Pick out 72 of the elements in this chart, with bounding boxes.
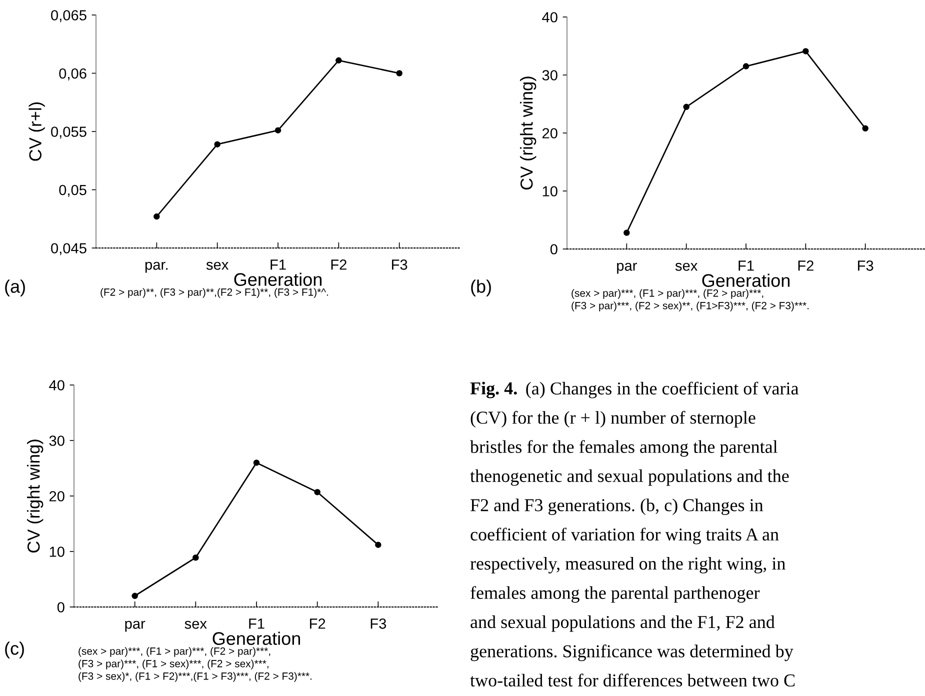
x-tick-label: F3: [858, 260, 874, 271]
text: generations. Significance was determined by: [470, 644, 794, 662]
text: (b): [471, 280, 491, 296]
point: [375, 542, 382, 548]
point: [336, 57, 342, 64]
y-tick-label: 20: [49, 491, 64, 502]
point: [624, 230, 630, 236]
point: [253, 460, 260, 466]
point: [802, 48, 809, 54]
text: two-tailed test for differences between two C: [470, 674, 795, 687]
text: females among the parental parthenoger: [470, 586, 760, 603]
text: (a) Changes in the coefficient of varia: [526, 382, 799, 398]
x-tick-label: F2: [798, 260, 814, 271]
point: [274, 127, 282, 134]
y-tick-label: 30: [542, 70, 558, 80]
x-tick-label: F1: [738, 260, 754, 271]
x-axis-title: Generation: [212, 632, 300, 645]
y-tick-label: 0,065: [51, 10, 86, 22]
text: thenogenetic and sexual populations and the: [470, 469, 789, 486]
text: (sex > par)***, (F1 > par)***, (F2 > par)***,: [572, 289, 764, 299]
text: (F3 > par)***, (F1 > sex)***, (F2 > sex)***,: [78, 660, 268, 670]
y-tick-label: 10: [50, 546, 64, 557]
y-tick-label: 0: [550, 244, 558, 254]
x-axis-title: Generation: [702, 274, 790, 287]
x-tick-label: F3: [370, 618, 386, 629]
y-tick-label: 30: [49, 436, 64, 446]
point: [214, 141, 220, 148]
x-tick-label: par: [617, 262, 637, 274]
y-tick-label: 40: [49, 380, 64, 390]
x-tick-label: F2: [331, 259, 346, 270]
y-tick-label: 0,06: [59, 68, 86, 80]
x-tick-label: sex: [206, 262, 229, 270]
y-axis-title: CV (right wing): [520, 76, 536, 190]
y-axis-title: CV (right wing): [27, 440, 44, 553]
y-tick-label: 10: [542, 186, 558, 196]
point: [132, 592, 138, 600]
text: and sexual populations and the F1, F2 and: [470, 615, 775, 632]
x-tick-label: sex: [675, 262, 698, 271]
point: [862, 125, 868, 132]
text: bristles for the females among the parental: [470, 440, 778, 457]
point: [396, 70, 402, 76]
point: [154, 213, 160, 220]
text: (CV) for the (r + l) number of sternople: [470, 410, 756, 428]
y-tick-label: 0,05: [59, 184, 86, 197]
text: (F3 > sex)*, (F1 > F2)***,(F1 > F3)***, (F2 > F3)***.: [78, 672, 312, 682]
x-tick-label: sex: [184, 620, 207, 629]
y-axis-title: CV (r+l): [28, 102, 45, 161]
point: [683, 104, 690, 110]
x-tick-label: F1: [249, 618, 264, 629]
x-tick-label: F2: [310, 618, 326, 629]
y-tick-label: 40: [542, 12, 558, 22]
text: (F3 > par)***, (F2 > sex)**, (F1>F3)***, (F2 > F3)***.: [572, 302, 809, 312]
text: (sex > par)***, (F1 > par)***, (F2 > par)***,: [78, 647, 270, 657]
text: (F2 > par)**, (F3 > par)**,(F2 > F1)**, (F3 > F1)*^.: [100, 288, 328, 298]
text: (a): [5, 280, 25, 296]
x-axis-title: Generation: [234, 272, 322, 286]
point: [314, 488, 320, 496]
y-tick-label: 20: [542, 128, 558, 138]
text: (c): [5, 642, 24, 658]
text: Fig. 4.: [470, 382, 517, 398]
y-tick-label: 0,055: [51, 126, 86, 139]
y-tick-label: 0,045: [51, 243, 86, 256]
point: [192, 554, 199, 561]
point: [742, 63, 750, 70]
text: respectively, measured on the right wing, in: [470, 556, 786, 574]
x-tick-label: F1: [270, 260, 286, 270]
x-tick-label: F3: [392, 259, 408, 270]
y-tick-label: 0: [57, 602, 64, 612]
x-tick-label: par: [125, 620, 146, 632]
text: coefficient of variation for wing traits A an: [470, 528, 779, 544]
x-tick-label: par.: [145, 262, 168, 273]
text: F2 and F3 generations. (b, c) Changes in: [470, 498, 764, 516]
